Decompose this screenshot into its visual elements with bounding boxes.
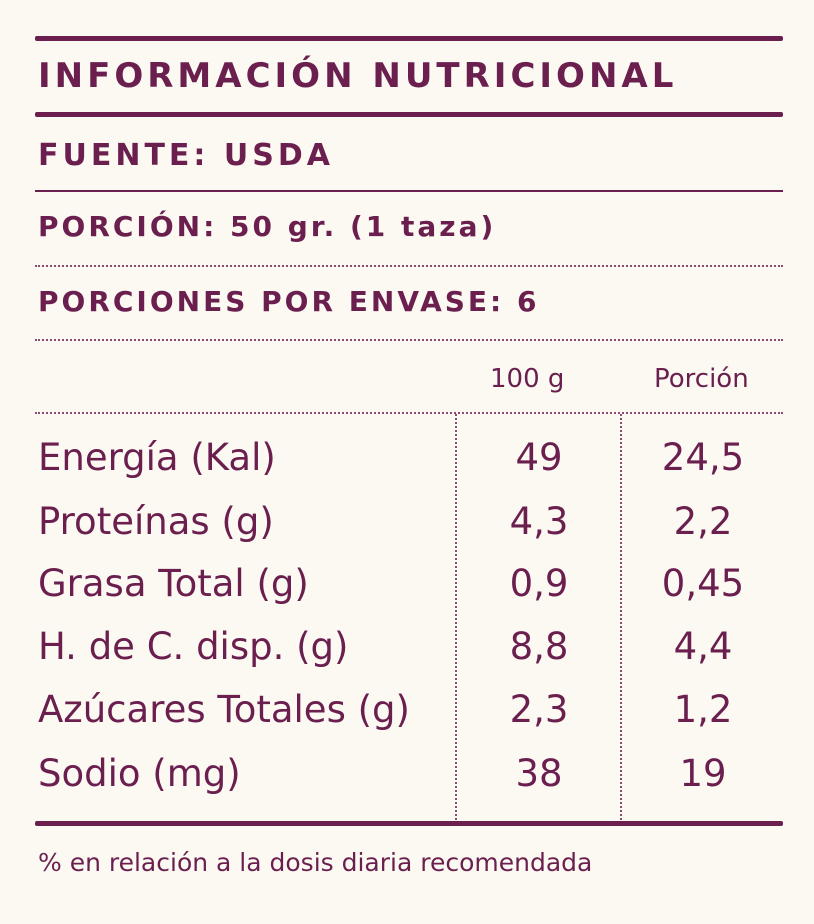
serving-size: PORCIÓN: 50 gr. (1 taza)	[38, 210, 497, 243]
nutrient-label: H. de C. disp. (g)	[38, 625, 349, 668]
value-per-100g: 8,8	[509, 625, 569, 668]
value-per-serving: 19	[679, 752, 727, 795]
top-rule	[35, 36, 783, 41]
nutrient-row: Grasa Total (g) 0,9 0,45	[0, 562, 814, 626]
nutrient-row: Azúcares Totales (g) 2,3 1,2	[0, 688, 814, 752]
title: INFORMACIÓN NUTRICIONAL	[38, 56, 678, 96]
column-header-rule	[35, 412, 783, 414]
bottom-rule	[35, 821, 783, 826]
value-per-100g: 0,9	[509, 562, 569, 605]
value-per-serving: 1,2	[673, 688, 733, 731]
nutrient-label: Proteínas (g)	[38, 500, 274, 543]
servings-rule	[35, 339, 783, 341]
value-per-serving: 2,2	[673, 500, 733, 543]
column-divider-2	[620, 414, 622, 820]
nutrient-label: Sodio (mg)	[38, 752, 241, 795]
servings-per-container: PORCIONES POR ENVASE: 6	[38, 285, 540, 318]
value-per-serving: 4,4	[673, 625, 733, 668]
nutrient-label: Azúcares Totales (g)	[38, 688, 410, 731]
value-per-serving: 24,5	[661, 436, 745, 479]
nutrient-label: Grasa Total (g)	[38, 562, 309, 605]
value-per-serving: 0,45	[661, 562, 745, 605]
column-divider-1	[455, 414, 457, 820]
serving-rule	[35, 265, 783, 267]
column-header-100g: 100 g	[490, 364, 565, 394]
column-header-serving: Porción	[654, 364, 749, 394]
source-rule	[35, 190, 783, 192]
nutrient-row: Sodio (mg) 38 19	[0, 752, 814, 816]
value-per-100g: 49	[515, 436, 563, 479]
value-per-100g: 2,3	[509, 688, 569, 731]
source-label: FUENTE: USDA	[38, 138, 334, 173]
footnote: % en relación a la dosis diaria recomend…	[38, 848, 593, 877]
nutrient-row: Proteínas (g) 4,3 2,2	[0, 500, 814, 564]
nutrient-label: Energía (Kal)	[38, 436, 276, 479]
nutrient-row: H. de C. disp. (g) 8,8 4,4	[0, 625, 814, 689]
value-per-100g: 38	[515, 752, 563, 795]
title-rule	[35, 112, 783, 117]
nutrient-row: Energía (Kal) 49 24,5	[0, 436, 814, 500]
value-per-100g: 4,3	[509, 500, 569, 543]
